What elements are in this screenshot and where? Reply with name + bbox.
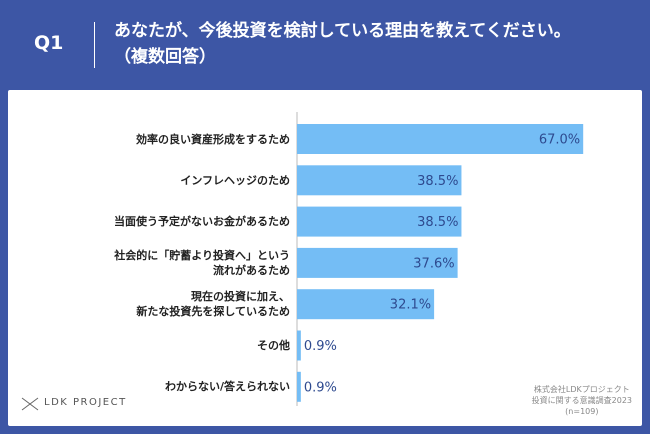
source: 株式会社LDKプロジェクト 投資に関する意識調査2023 (n=109) bbox=[532, 384, 632, 417]
category-label: 現在の投資に加え、 新たな投資先を探しているため bbox=[136, 290, 290, 319]
category-label: 当面使う予定がないお金があるため bbox=[114, 215, 290, 229]
value-label: 67.0% bbox=[539, 133, 580, 148]
category-label: 社会的に「貯蓄より投資へ」という 流れがあるため bbox=[114, 248, 290, 277]
bar bbox=[297, 206, 462, 237]
category-label: 効率の良い資産形成をするため bbox=[136, 132, 290, 146]
bar bbox=[297, 247, 458, 278]
divider bbox=[94, 22, 95, 68]
bar bbox=[297, 330, 301, 361]
value-label: 38.5% bbox=[417, 215, 458, 230]
source-line: (n=109) bbox=[565, 407, 599, 416]
source-line: 投資に関する意識調査2023 bbox=[531, 396, 632, 405]
logo-mark bbox=[21, 397, 39, 411]
bar bbox=[297, 371, 301, 402]
bar bbox=[297, 124, 584, 154]
source-line: 株式会社LDKプロジェクト bbox=[533, 385, 630, 394]
value-label: 37.6% bbox=[413, 256, 454, 271]
category-label: その他 bbox=[257, 339, 290, 352]
value-label: 32.1% bbox=[390, 298, 431, 313]
brand: LDK PROJECT bbox=[44, 397, 127, 408]
category-label: わからない/答えられない bbox=[164, 380, 290, 394]
value-label: 0.9% bbox=[304, 380, 337, 395]
value-label: 38.5% bbox=[417, 174, 458, 189]
bar bbox=[297, 289, 435, 320]
chart-title: あなたが、今後投資を検討している理由を教えてください。 （複数回答） bbox=[114, 21, 571, 67]
value-label: 0.9% bbox=[304, 339, 337, 354]
category-label: インフレヘッジのため bbox=[180, 173, 290, 187]
question-label: Q1 bbox=[34, 32, 64, 54]
bar bbox=[297, 165, 462, 196]
